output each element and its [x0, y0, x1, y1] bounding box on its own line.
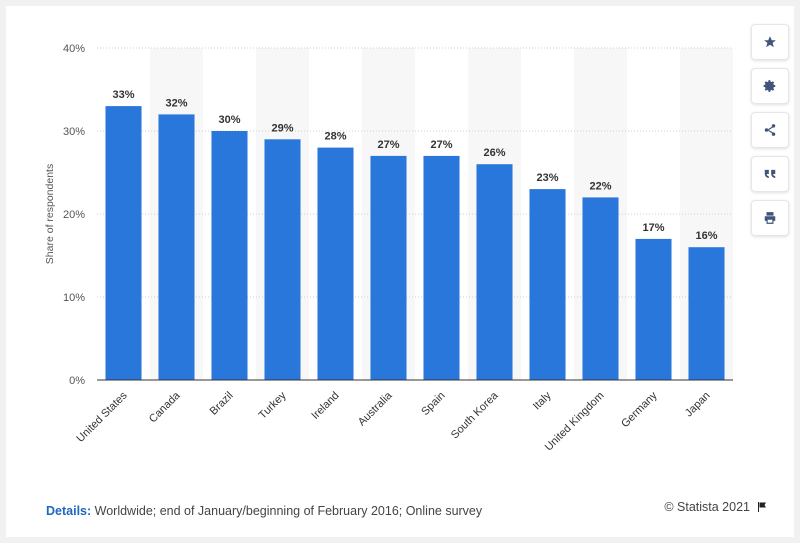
bar-value-label: 29% — [271, 122, 293, 134]
x-tick-label: Australia — [356, 389, 395, 428]
bar-value-label: 33% — [112, 89, 134, 101]
bar — [264, 139, 301, 380]
print-button[interactable] — [751, 200, 789, 236]
bar-value-label: 27% — [430, 139, 452, 151]
bar-value-label: 16% — [695, 230, 717, 242]
settings-button[interactable] — [751, 68, 789, 104]
x-tick-label: Brazil — [208, 390, 236, 418]
x-tick-label: Spain — [419, 390, 447, 418]
x-tick-label: Canada — [147, 389, 183, 425]
bar-value-label: 23% — [536, 172, 558, 184]
bar-value-label: 32% — [165, 97, 187, 109]
bar — [688, 247, 725, 380]
chart-details: Details: Worldwide; end of January/begin… — [46, 504, 482, 518]
favorite-button[interactable] — [751, 24, 789, 60]
star-icon — [764, 36, 776, 48]
bar — [529, 189, 566, 380]
y-tick-label: 40% — [63, 43, 85, 55]
y-tick-label: 10% — [63, 292, 85, 304]
details-label: Details: — [46, 504, 92, 518]
y-tick-label: 20% — [63, 209, 85, 221]
bar — [635, 238, 672, 380]
x-tick-label: Japan — [683, 390, 713, 420]
bar-chart: 0% 10% 20% 30% 40% Share of respondents 33% Uni… — [44, 43, 733, 453]
bar — [476, 164, 513, 380]
x-tick-label: South Korea — [449, 389, 501, 441]
print-icon — [764, 212, 776, 224]
y-axis-title: Share of respondents — [44, 164, 56, 264]
bar — [158, 114, 195, 381]
share-button[interactable] — [751, 112, 789, 148]
chart-card: 0% 10% 20% 30% 40% Share of respondents 33% Uni… — [6, 6, 794, 537]
bar-value-label: 26% — [483, 147, 505, 159]
bar — [423, 155, 460, 380]
bar-value-label: 27% — [377, 139, 399, 151]
x-tick-label: Germany — [619, 389, 660, 430]
details-text: Worldwide; end of January/beginning of F… — [94, 504, 483, 518]
credit-text: © Statista 2021 — [664, 500, 750, 514]
bar — [370, 155, 407, 380]
gear-icon — [763, 80, 776, 92]
y-tick-label: 0% — [69, 375, 85, 387]
source-credit[interactable]: © Statista 2021 — [664, 500, 768, 514]
bar — [105, 106, 142, 380]
x-tick-label: Italy — [531, 389, 554, 412]
x-tick-label: Turkey — [257, 389, 289, 421]
bar — [582, 197, 619, 380]
cite-button[interactable] — [751, 156, 789, 192]
flag-icon — [758, 502, 766, 512]
bar-value-label: 17% — [642, 222, 664, 234]
x-tick-label: United States — [74, 389, 130, 445]
bar-value-label: 30% — [218, 114, 240, 126]
quote-icon — [764, 169, 776, 179]
x-tick-label: Ireland — [309, 390, 341, 422]
bar — [211, 131, 248, 380]
bar — [317, 147, 354, 380]
y-tick-label: 30% — [63, 126, 85, 138]
chart-toolbar — [751, 24, 789, 236]
share-icon — [764, 124, 776, 136]
bar-value-label: 22% — [589, 180, 611, 192]
bar-value-label: 28% — [324, 131, 346, 143]
